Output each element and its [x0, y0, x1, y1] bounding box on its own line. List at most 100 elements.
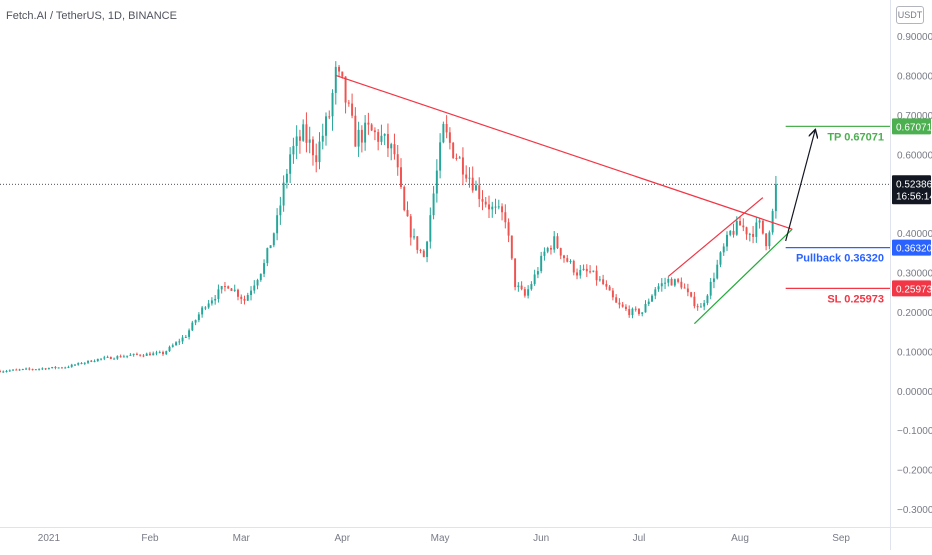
price-tick-label: 0.00000 [897, 387, 932, 398]
current-price-text: 0.52386 [896, 179, 932, 190]
candle-body [175, 342, 178, 346]
candle-body [373, 130, 376, 133]
candle-body [745, 227, 748, 235]
candle-body [41, 368, 44, 370]
candle-body [145, 353, 148, 356]
candle-body [158, 352, 161, 354]
candle-body [129, 354, 132, 356]
current-price-badge [892, 175, 931, 205]
candle-body [703, 303, 706, 307]
candle-body [325, 116, 327, 136]
candle-body [739, 221, 742, 226]
candle-body [377, 132, 380, 142]
candle-body [279, 205, 282, 216]
candle-body [709, 281, 712, 296]
candle-body [726, 234, 728, 247]
candle-body [253, 285, 256, 291]
candle-body [162, 352, 164, 355]
candle-body [188, 330, 191, 337]
candle-body [602, 279, 605, 285]
candle-body [44, 368, 47, 370]
candle-body [341, 71, 344, 77]
candle-body [732, 230, 735, 235]
candle-body [514, 258, 517, 288]
candle-body [761, 220, 764, 234]
currency-button[interactable]: USDT [896, 6, 924, 24]
candle-body [338, 66, 341, 72]
candle-body [589, 271, 592, 273]
candle-body [51, 366, 54, 369]
tp-price-badge-text: 0.67071 [896, 122, 932, 133]
price-tick-label: 0.20000 [897, 308, 932, 319]
candle-body [686, 288, 689, 293]
candle-body [109, 356, 112, 360]
candle-body [722, 246, 725, 253]
candle-body [461, 157, 464, 175]
candle-body [47, 368, 50, 370]
candle-body [699, 306, 702, 308]
candle-body [768, 232, 771, 247]
candle-body [132, 353, 135, 355]
pullback-label: Pullback 0.36320 [796, 253, 884, 265]
price-tick-label: 0.10000 [897, 347, 932, 358]
candle-body [598, 279, 601, 281]
candle-body [559, 248, 562, 256]
candle-body [181, 337, 184, 342]
candle-body [400, 167, 402, 187]
candle-body [673, 279, 676, 286]
candle-body [15, 369, 18, 371]
candle-body [670, 279, 673, 286]
candle-body [233, 289, 236, 291]
candle-body [197, 314, 200, 321]
candle-body [142, 355, 145, 357]
candle-body [0, 371, 1, 373]
candle-body [549, 248, 552, 250]
price-tick-label: −0.20000 [897, 466, 932, 477]
candle-body [237, 289, 239, 297]
candle-body [194, 320, 197, 323]
candle-body [318, 141, 321, 163]
candle-body [527, 289, 530, 296]
candle-body [748, 233, 751, 235]
candle-body [321, 135, 324, 142]
candle-body [74, 364, 76, 366]
candle-body [28, 368, 31, 370]
candle-body [80, 362, 83, 364]
candle-body [295, 136, 298, 146]
candle-body [390, 144, 393, 149]
candle-body [357, 129, 360, 147]
candle-body [93, 361, 96, 363]
candle-body [230, 288, 233, 291]
candle-body [618, 302, 621, 305]
candle-body [96, 358, 99, 362]
candle-body [690, 292, 693, 297]
candle-body [139, 354, 142, 356]
candle-body [667, 279, 670, 283]
candle-body [240, 296, 243, 299]
candle-body [302, 124, 305, 141]
candle-body [67, 366, 70, 368]
candle-body [331, 92, 334, 117]
candle-body [680, 281, 683, 288]
candle-body [468, 177, 471, 179]
candle-body [712, 278, 715, 282]
candle-body [556, 236, 559, 249]
candle-body [5, 371, 8, 373]
candle-body [654, 289, 657, 296]
candle-body [413, 236, 416, 238]
time-tick-label: Apr [335, 533, 351, 544]
candle-body [165, 351, 168, 355]
candle-body [90, 360, 93, 362]
candle-body [585, 268, 588, 272]
candle-body [637, 309, 640, 314]
price-tick-label: 0.30000 [897, 269, 932, 280]
candle-body [201, 307, 204, 315]
candle-body [621, 304, 624, 307]
chart-title: Fetch.AI / TetherUS, 1D, BINANCE [6, 10, 177, 22]
price-tick-label: 0.70000 [897, 111, 932, 122]
candle-body [729, 230, 732, 235]
candle-body [608, 286, 611, 291]
candle-body [184, 336, 187, 338]
